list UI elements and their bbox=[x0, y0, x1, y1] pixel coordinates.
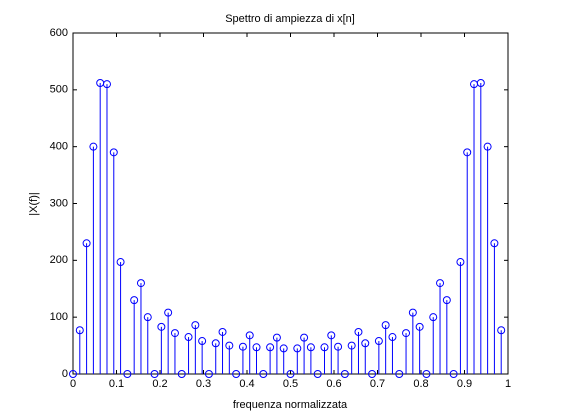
stem-marker bbox=[388, 333, 397, 342]
stem-marker bbox=[109, 148, 118, 157]
stem-marker bbox=[429, 313, 438, 322]
stem-marker bbox=[456, 258, 465, 267]
stem-marker bbox=[490, 239, 499, 248]
stem-marker bbox=[232, 370, 241, 378]
x-tick-label: 0.6 bbox=[326, 378, 341, 390]
stem-marker bbox=[279, 344, 288, 353]
stem-marker bbox=[69, 370, 77, 378]
stem-marker bbox=[347, 341, 356, 350]
stem-marker bbox=[340, 370, 349, 378]
stem-marker bbox=[75, 326, 84, 335]
stem-marker bbox=[82, 239, 91, 248]
stem-marker bbox=[218, 327, 227, 336]
stem-marker bbox=[408, 308, 417, 317]
y-tick-label: 600 bbox=[50, 27, 68, 39]
stem-marker bbox=[354, 327, 363, 336]
stem-marker bbox=[204, 370, 213, 378]
x-tick-label: 0.3 bbox=[196, 378, 211, 390]
x-tick-label: 0.9 bbox=[457, 378, 472, 390]
chart-title: Spettro di ampiezza di x[n] bbox=[225, 13, 355, 25]
stem-marker bbox=[368, 370, 377, 378]
stem-marker bbox=[334, 342, 343, 351]
stem-marker bbox=[320, 343, 329, 352]
x-tick-label: 0.8 bbox=[413, 378, 428, 390]
stem-marker bbox=[381, 321, 390, 330]
stem-marker bbox=[293, 344, 302, 353]
stem-marker bbox=[123, 370, 132, 378]
stem-marker bbox=[266, 343, 275, 352]
stem-marker bbox=[395, 370, 404, 378]
plot-area bbox=[72, 32, 509, 375]
x-tick-label: 0.5 bbox=[283, 378, 298, 390]
stem-marker bbox=[164, 308, 173, 317]
x-tick-label: 0.2 bbox=[152, 378, 167, 390]
stem-marker bbox=[102, 80, 111, 89]
stem-marker bbox=[476, 79, 485, 88]
stem-marker bbox=[150, 370, 159, 378]
stem-marker bbox=[130, 296, 139, 305]
y-tick-label: 100 bbox=[50, 311, 68, 323]
stem-marker bbox=[449, 370, 458, 378]
stem-marker bbox=[191, 321, 200, 330]
stem-marker bbox=[286, 370, 295, 378]
stem-marker bbox=[306, 343, 315, 352]
stem-marker bbox=[313, 370, 322, 378]
stem-marker bbox=[177, 370, 186, 378]
stem-marker bbox=[327, 331, 336, 340]
stem-marker bbox=[136, 279, 145, 288]
stem-marker bbox=[245, 331, 254, 340]
stem-marker bbox=[225, 341, 234, 350]
y-tick-label: 400 bbox=[50, 141, 68, 153]
x-tick-label: 0.4 bbox=[239, 378, 254, 390]
stem-marker bbox=[211, 339, 220, 348]
stem-marker bbox=[157, 322, 166, 331]
stem-marker bbox=[252, 343, 261, 352]
stem-marker bbox=[143, 313, 152, 322]
x-tick-label: 1 bbox=[505, 378, 511, 390]
x-tick-label: 0 bbox=[70, 378, 76, 390]
x-tick-label: 0.1 bbox=[109, 378, 124, 390]
stem-marker bbox=[259, 370, 268, 378]
y-axis-label: |X(f)| bbox=[28, 192, 40, 215]
stem-marker bbox=[374, 337, 383, 346]
stem-marker bbox=[170, 329, 179, 338]
x-axis-label: frequenza normalizzata bbox=[233, 399, 348, 411]
stem-marker bbox=[442, 296, 451, 305]
stem-marker bbox=[361, 339, 370, 348]
stem-marker bbox=[300, 333, 309, 342]
stem-marker bbox=[89, 142, 98, 151]
y-tick-label: 200 bbox=[50, 254, 68, 266]
stem-marker bbox=[184, 333, 193, 342]
stem-marker bbox=[436, 279, 445, 288]
stem-marker bbox=[272, 333, 281, 342]
y-tick-label: 300 bbox=[50, 197, 68, 209]
stem-marker bbox=[463, 148, 472, 157]
stem-marker bbox=[238, 342, 247, 351]
x-tick-label: 0.7 bbox=[370, 378, 385, 390]
y-tick-label: 0 bbox=[62, 368, 68, 380]
stem-marker bbox=[116, 258, 125, 267]
stem-marker bbox=[415, 322, 424, 331]
stem-marker bbox=[198, 337, 207, 346]
stem-marker bbox=[483, 142, 492, 151]
stem-marker bbox=[422, 370, 431, 378]
stem-marker bbox=[402, 329, 411, 338]
y-tick-label: 500 bbox=[50, 84, 68, 96]
stem-marker bbox=[497, 326, 506, 335]
